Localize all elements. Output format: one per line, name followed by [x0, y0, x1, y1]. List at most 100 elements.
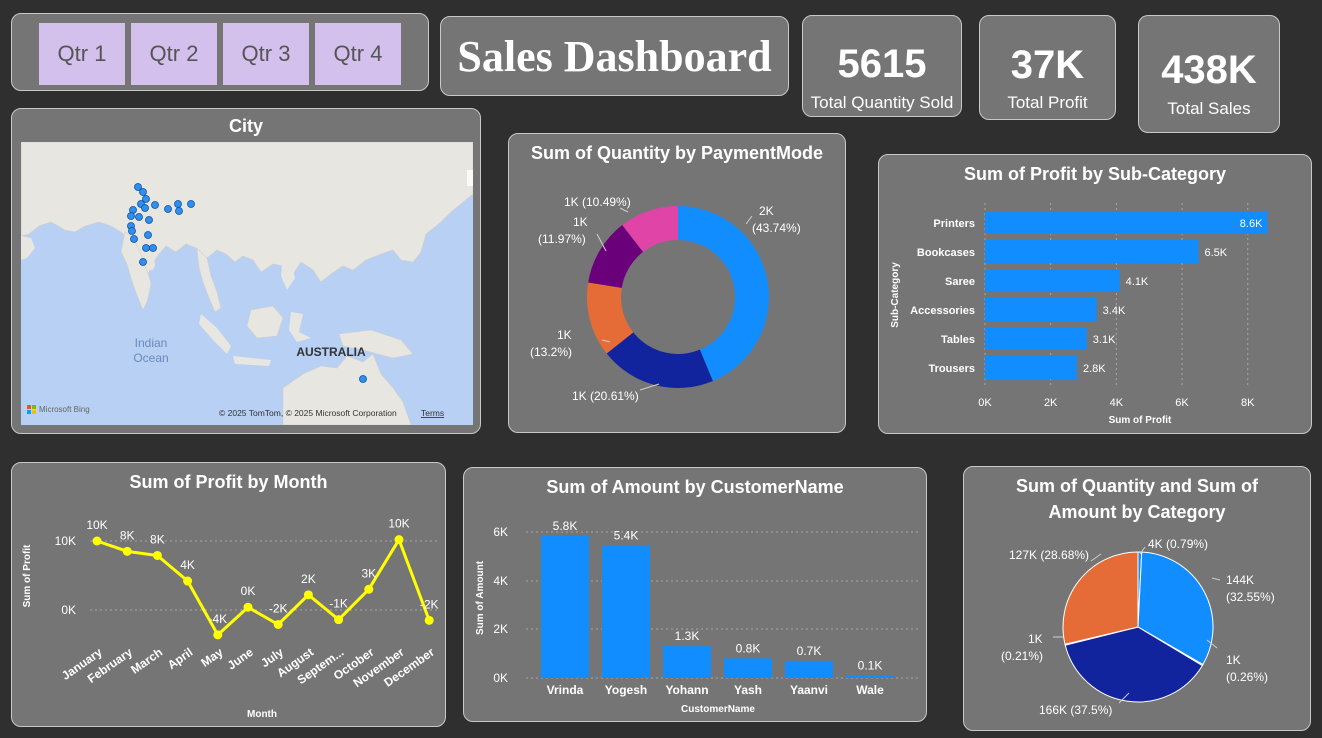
qtr-4-button[interactable]: Qtr 4: [315, 23, 401, 85]
category-slice-4[interactable]: [1064, 626, 1203, 703]
ocean-label-2: Ocean: [133, 351, 168, 365]
customer-bar-card[interactable]: Sum of Amount by CustomerName 6K 4K 2K 0…: [463, 467, 927, 722]
category-slice-6[interactable]: [1062, 551, 1139, 645]
month-value-label: 2K: [301, 572, 316, 586]
month-xlabel: March: [128, 645, 165, 677]
subcat-bar[interactable]: [985, 211, 1268, 234]
kpi-sales-card[interactable]: 438K Total Sales: [1138, 15, 1280, 133]
subcat-category-label: Saree: [945, 276, 975, 288]
month-point[interactable]: [243, 602, 253, 612]
kpi-sales-value: 438K: [1161, 48, 1257, 92]
customer-name-label: Yogesh: [605, 683, 647, 697]
month-value-label: 3K: [361, 566, 376, 580]
month-point[interactable]: [122, 546, 132, 556]
subcat-bar[interactable]: [985, 240, 1199, 263]
month-point[interactable]: [92, 536, 102, 546]
kpi-quantity-card[interactable]: 5615 Total Quantity Sold: [802, 15, 962, 117]
month-value-label: 10K: [86, 518, 107, 532]
payment-label-5: 1K (10.49%): [564, 195, 631, 209]
month-ytick-10k: 10K: [55, 534, 76, 548]
city-map[interactable]: Indian Ocean AUSTRALIA Microsoft Bing © …: [21, 142, 473, 425]
month-value-label: 0K: [241, 584, 256, 598]
payment-slice-2[interactable]: [606, 332, 713, 388]
qtr-2-button[interactable]: Qtr 2: [131, 23, 217, 85]
month-profit-line[interactable]: [96, 536, 431, 638]
customer-name-label: Vrinda: [547, 683, 584, 697]
month-point[interactable]: [152, 550, 162, 560]
bing-logo-text: Microsoft Bing: [39, 405, 90, 414]
month-value-label: 8K: [150, 532, 165, 546]
quarter-slicer: Qtr 1 Qtr 2 Qtr 3 Qtr 4: [11, 13, 429, 91]
month-point[interactable]: [334, 615, 344, 625]
kpi-quantity-value: 5615: [837, 42, 927, 86]
payment-donut-chart[interactable]: [587, 206, 769, 388]
customer-xaxis-title: CustomerName: [681, 704, 755, 715]
subcat-yaxis-title: Sub-Category: [890, 262, 901, 328]
payment-slice-4[interactable]: [588, 225, 644, 288]
kpi-profit-value: 37K: [1010, 43, 1085, 87]
subcat-bar[interactable]: [985, 327, 1087, 350]
payment-label-3a: 1K: [557, 328, 572, 342]
kpi-profit-card[interactable]: 37K Total Profit: [979, 15, 1116, 120]
customer-bar[interactable]: [785, 660, 833, 678]
payment-slice-3[interactable]: [587, 282, 634, 354]
category-slice-2[interactable]: [1137, 551, 1214, 666]
microsoft-logo-icon: [27, 405, 36, 414]
qtr-3-button[interactable]: Qtr 3: [223, 23, 309, 85]
category-pie-chart[interactable]: [1062, 551, 1214, 703]
subcat-value-label: 2.8K: [1083, 363, 1106, 375]
month-point[interactable]: [303, 590, 313, 600]
subcat-category-label: Trousers: [929, 363, 975, 375]
month-point[interactable]: [424, 615, 434, 625]
subcat-value-label: 3.4K: [1103, 305, 1126, 317]
city-map-title: City: [228, 116, 263, 136]
category-label-4: 166K (37.5%): [1039, 703, 1112, 717]
customer-bar[interactable]: [663, 646, 711, 678]
ocean-label-1: Indian: [135, 336, 168, 350]
month-point[interactable]: [183, 576, 193, 586]
customer-value-label: 0.1K: [858, 659, 883, 673]
payment-donut-title: Sum of Quantity by PaymentMode: [530, 143, 824, 163]
country-label: AUSTRALIA: [296, 345, 366, 359]
customer-bar[interactable]: [541, 535, 589, 678]
map-terms-link[interactable]: Terms: [421, 408, 444, 418]
subcat-bar-card[interactable]: Sum of Profit by Sub-Category 0K 2K 4K 6K 8K…: [878, 154, 1312, 434]
customer-ytick-4k: 4K: [493, 574, 508, 588]
subcat-bar[interactable]: [985, 356, 1077, 379]
subcat-bar[interactable]: [985, 298, 1097, 321]
title-card: Sales Dashboard: [440, 16, 789, 96]
payment-slice-5[interactable]: [622, 206, 678, 252]
subcat-category-label: Printers: [933, 218, 975, 230]
customer-bar[interactable]: [846, 675, 894, 678]
month-ytick-0k: 0K: [61, 603, 76, 617]
customer-value-label: 1.3K: [675, 629, 700, 643]
customer-bar[interactable]: [602, 545, 650, 678]
subcat-value-label: 6.5K: [1204, 247, 1227, 259]
subcat-bar[interactable]: [985, 269, 1120, 292]
customer-bars[interactable]: [541, 535, 894, 678]
month-point[interactable]: [213, 630, 223, 640]
qtr-1-button[interactable]: Qtr 1: [39, 23, 125, 85]
city-map-card[interactable]: City: [11, 108, 481, 434]
month-line-series[interactable]: 10K 8K 8K 4K -4K 0K -2K 2K -1K 3K 10K -2K: [86, 517, 439, 640]
subcat-bars[interactable]: [985, 211, 1268, 379]
payment-label-2: 1K (20.61%): [572, 389, 639, 403]
month-line-card[interactable]: Sum of Profit by Month 10K 0K 10K 8K 8K 4K -…: [11, 462, 446, 727]
month-value-label: 10K: [388, 517, 409, 531]
kpi-quantity-label: Total Quantity Sold: [810, 93, 954, 112]
customer-value-label: 0.8K: [736, 641, 761, 655]
category-pie-card[interactable]: Sum of Quantity and Sum of Amount by Cat…: [963, 466, 1311, 731]
payment-label-3b: (13.2%): [530, 345, 572, 359]
month-value-label: -1K: [329, 597, 348, 611]
category-pie-title-2: Amount by Category: [1048, 502, 1226, 522]
month-point[interactable]: [364, 584, 374, 594]
month-point[interactable]: [273, 619, 283, 629]
customer-name-label: Yash: [734, 683, 762, 697]
payment-slice-1[interactable]: [678, 206, 769, 382]
city-points[interactable]: [127, 183, 367, 383]
month-point[interactable]: [394, 535, 404, 545]
payment-donut-card[interactable]: Sum of Quantity by PaymentMode 2K (43.74…: [508, 133, 846, 433]
customer-value-label: 0.7K: [797, 644, 822, 658]
customer-bar[interactable]: [724, 658, 772, 678]
customer-ytick-2k: 2K: [493, 622, 508, 636]
